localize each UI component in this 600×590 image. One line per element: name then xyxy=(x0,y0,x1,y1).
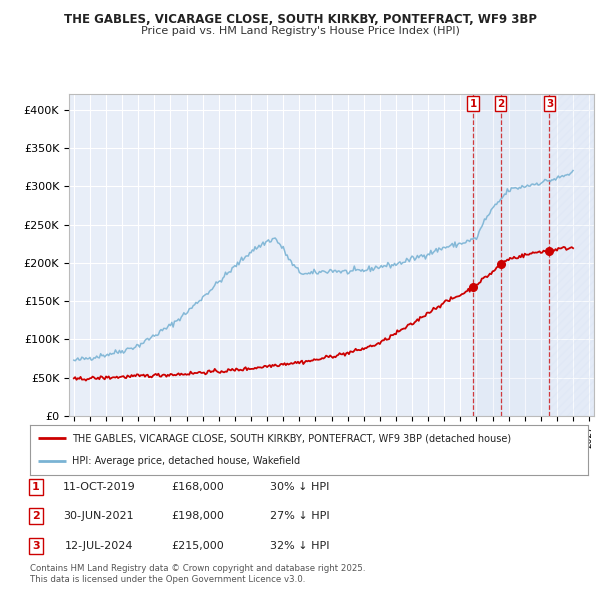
Text: 1: 1 xyxy=(32,482,40,491)
Text: £215,000: £215,000 xyxy=(172,541,224,550)
Text: £168,000: £168,000 xyxy=(172,482,224,491)
Bar xyxy=(500,94,550,416)
Bar xyxy=(550,94,594,416)
Text: 2: 2 xyxy=(497,99,504,109)
Text: Price paid vs. HM Land Registry's House Price Index (HPI): Price paid vs. HM Land Registry's House … xyxy=(140,26,460,36)
Text: Contains HM Land Registry data © Crown copyright and database right 2025.: Contains HM Land Registry data © Crown c… xyxy=(30,565,365,573)
Text: THE GABLES, VICARAGE CLOSE, SOUTH KIRKBY, PONTEFRACT, WF9 3BP: THE GABLES, VICARAGE CLOSE, SOUTH KIRKBY… xyxy=(64,13,536,26)
Text: 3: 3 xyxy=(32,541,40,550)
Text: 11-OCT-2019: 11-OCT-2019 xyxy=(62,482,136,491)
Text: 3: 3 xyxy=(546,99,553,109)
Text: HPI: Average price, detached house, Wakefield: HPI: Average price, detached house, Wake… xyxy=(72,457,300,467)
Text: 32% ↓ HPI: 32% ↓ HPI xyxy=(270,541,330,550)
Text: 2: 2 xyxy=(32,512,40,521)
Bar xyxy=(473,94,500,416)
Text: 12-JUL-2024: 12-JUL-2024 xyxy=(65,541,133,550)
Text: 1: 1 xyxy=(469,99,476,109)
Text: 30% ↓ HPI: 30% ↓ HPI xyxy=(271,482,329,491)
Text: 30-JUN-2021: 30-JUN-2021 xyxy=(64,512,134,521)
Text: 27% ↓ HPI: 27% ↓ HPI xyxy=(270,512,330,521)
Text: This data is licensed under the Open Government Licence v3.0.: This data is licensed under the Open Gov… xyxy=(30,575,305,584)
Text: THE GABLES, VICARAGE CLOSE, SOUTH KIRKBY, PONTEFRACT, WF9 3BP (detached house): THE GABLES, VICARAGE CLOSE, SOUTH KIRKBY… xyxy=(72,433,511,443)
Text: £198,000: £198,000 xyxy=(172,512,224,521)
